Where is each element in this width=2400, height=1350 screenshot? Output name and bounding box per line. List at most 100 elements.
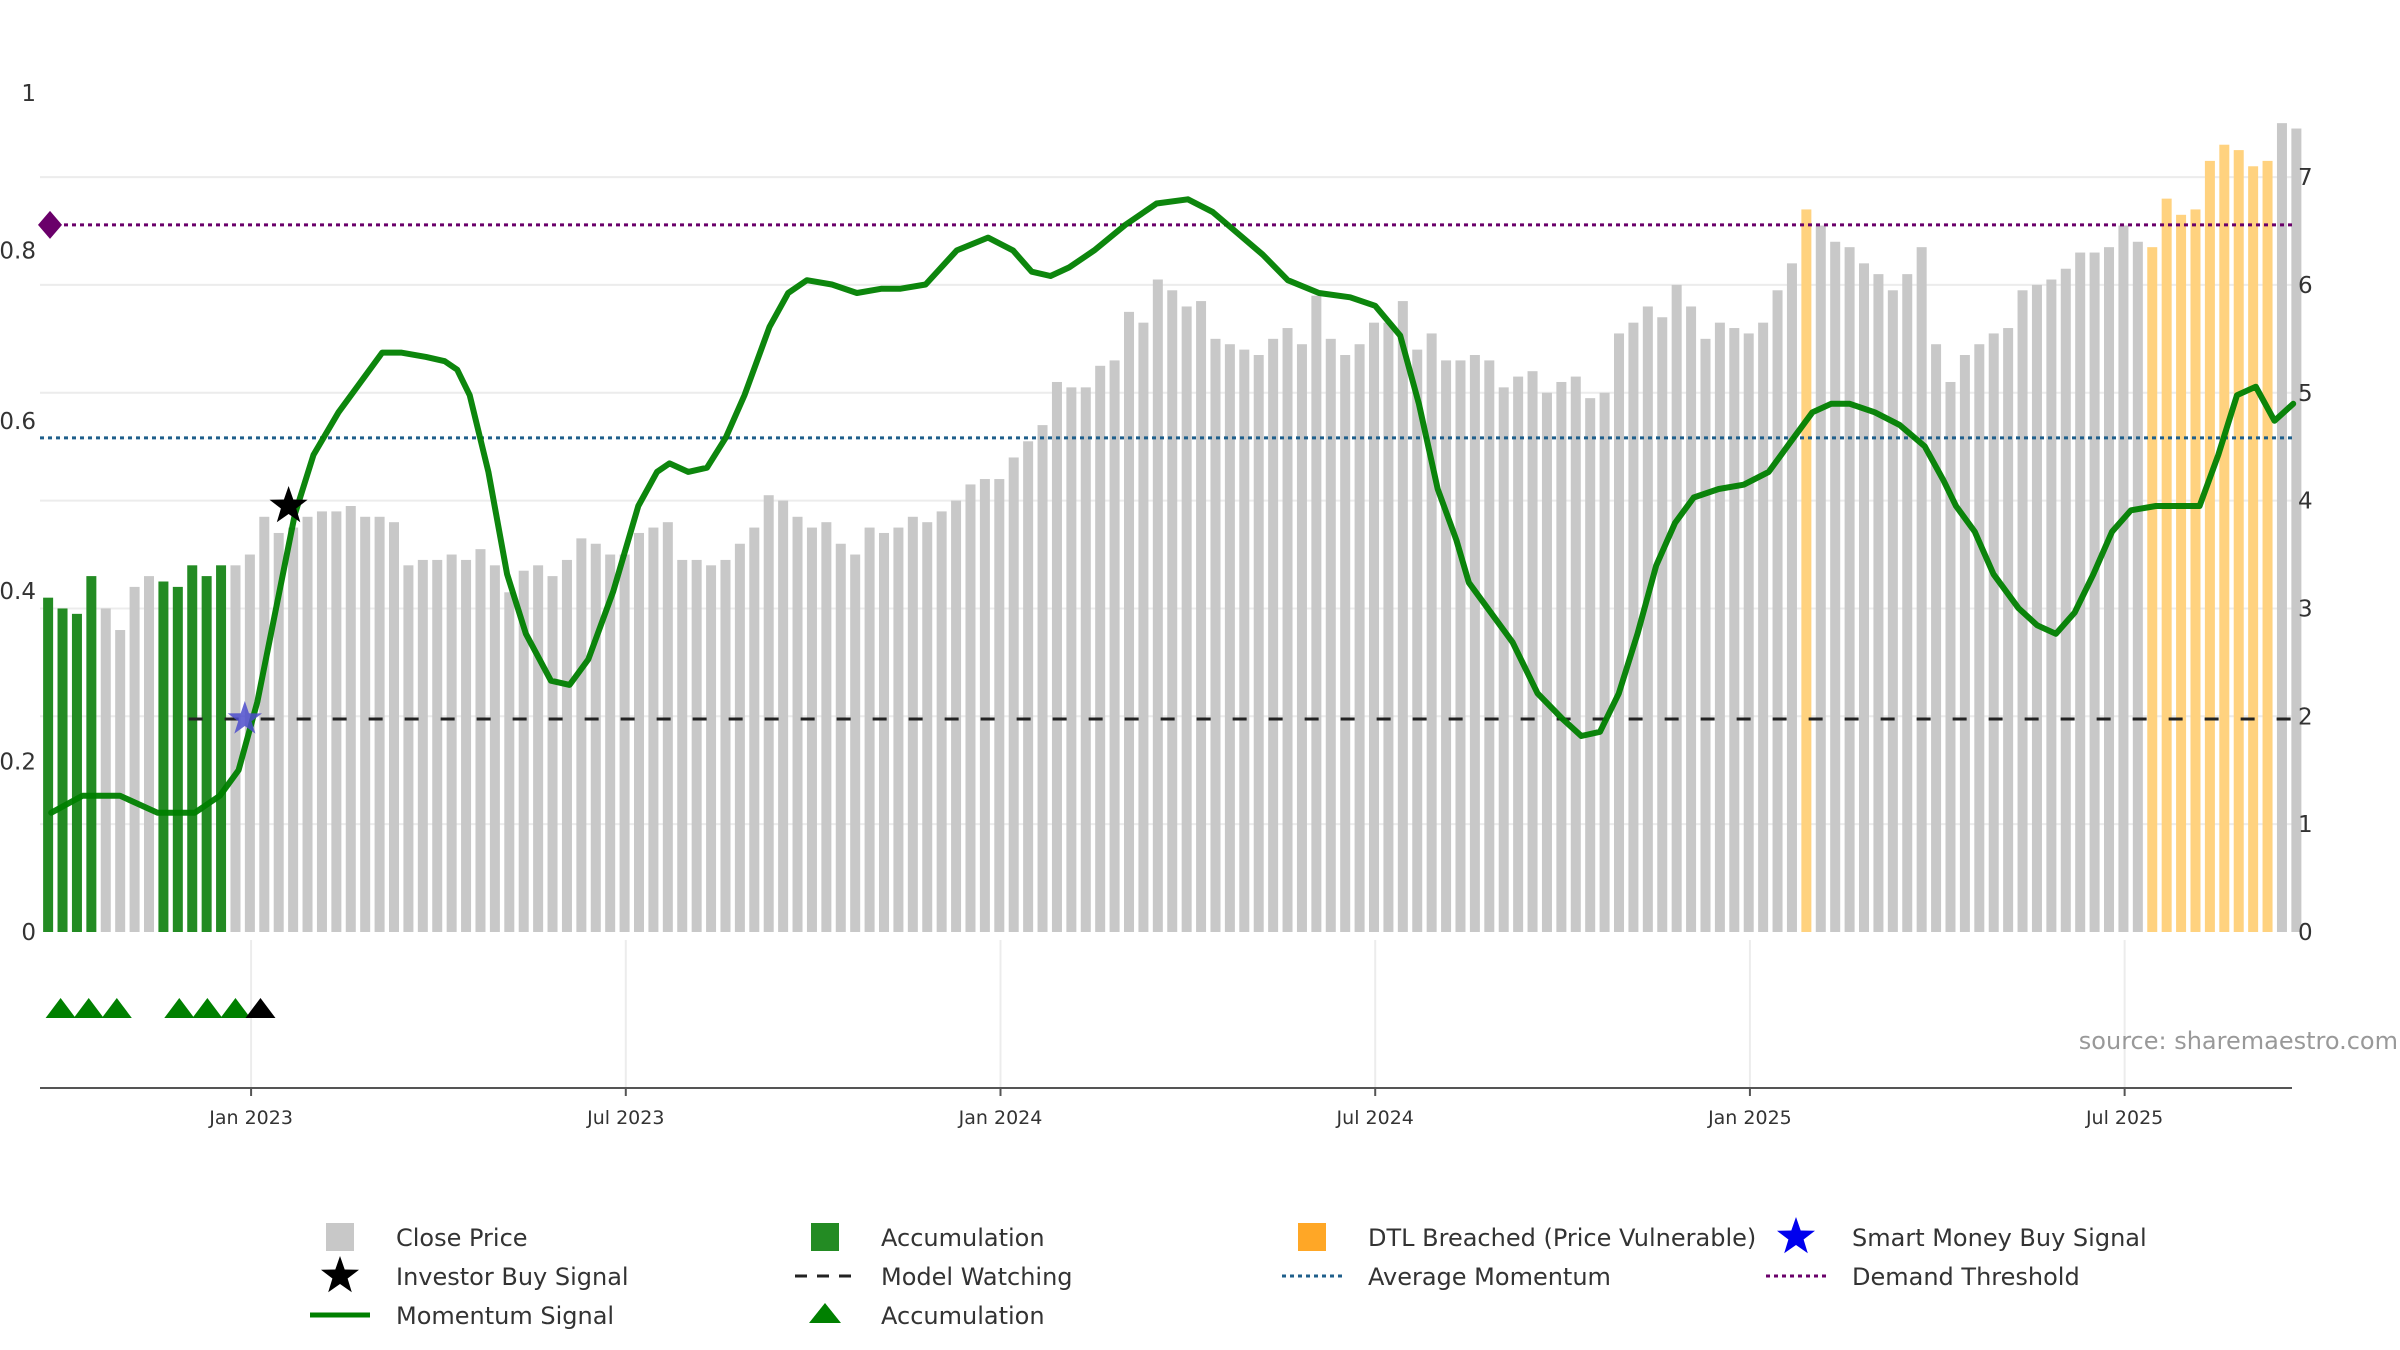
close-price-bar (2089, 252, 2100, 933)
close-price-bar (1642, 306, 1653, 932)
close-price-bar (864, 527, 875, 932)
close-price-bar (2060, 268, 2071, 932)
close-price-bar (100, 608, 111, 932)
close-price-bar (1844, 247, 1855, 932)
close-price-bar (561, 559, 572, 932)
legend-label: Investor Buy Signal (396, 1263, 629, 1291)
dtl-breached-bar (1801, 209, 1812, 932)
close-price-bar (1239, 349, 1250, 932)
close-price-bar (1902, 274, 1913, 932)
close-price-bar (259, 516, 270, 932)
legend-label: Accumulation (881, 1224, 1045, 1252)
close-price-bar (1945, 381, 1956, 932)
close-price-bar (792, 516, 803, 932)
close-price-bar (778, 500, 789, 932)
accumulation-triangle-marker (245, 998, 276, 1018)
close-price-bar (2276, 123, 2287, 933)
close-price-bar (1772, 290, 1783, 932)
close-price-bar (1196, 301, 1207, 932)
legend-item: Accumulation (809, 1302, 1045, 1330)
demand-threshold-marker (38, 210, 62, 239)
close-price-bar (1628, 322, 1639, 933)
close-price-bar (634, 532, 645, 932)
x-axis-tick-label: Jul 2024 (1336, 1107, 1414, 1129)
close-price-bar (1887, 290, 1898, 932)
x-axis-tick-label: Jan 2025 (1707, 1107, 1792, 1129)
close-price-bar (850, 554, 861, 932)
close-price-bar (979, 479, 990, 932)
close-price-bar (1412, 349, 1423, 932)
accumulation-bar (71, 613, 82, 932)
accumulation-triangle-marker (45, 998, 76, 1018)
dtl-breached-bar (2233, 150, 2244, 933)
x-axis-tick-label: Jan 2023 (208, 1107, 293, 1129)
close-price-bar (821, 522, 832, 932)
close-price-bar (403, 565, 414, 932)
close-price-bar (2046, 279, 2057, 932)
close-price-bar (1916, 247, 1927, 932)
close-price-bar (475, 549, 486, 932)
x-axis-tick-label: Jul 2025 (2085, 1107, 2163, 1129)
close-price-bar (1815, 225, 1826, 932)
close-price-bar (331, 511, 342, 932)
legend-star-icon (1777, 1217, 1815, 1254)
close-price-bar (1008, 457, 1019, 932)
accumulation-bar (187, 565, 198, 932)
close-price-bar (720, 559, 731, 932)
momentum-signal-line (48, 196, 2297, 816)
close-price-bar (1354, 344, 1365, 932)
momentum-series (48, 196, 2297, 816)
close-price-bar (288, 527, 299, 932)
accumulation-bar (172, 586, 183, 932)
accumulation-bar (57, 608, 68, 932)
legend-item: Smart Money Buy Signal (1777, 1217, 2147, 1254)
source-label: source: sharemaestro.com (2079, 1027, 2398, 1055)
close-price-bar (1931, 344, 1942, 932)
close-price-bar (1311, 295, 1322, 933)
legend: Close Price Accumulation DTL Breached (Pri… (310, 1217, 2147, 1330)
legend-triangle-icon (809, 1303, 841, 1323)
right-axis-tick-label: 2 (2298, 704, 2313, 730)
close-price-bar (706, 565, 717, 932)
accumulation-triangle-marker (192, 998, 223, 1018)
close-price-bar (1988, 333, 1999, 933)
close-price-bar (1325, 338, 1336, 932)
close-price-bar (1786, 263, 1797, 932)
axes: 0 0.2 0.4 0.6 0.8 1 0 1 2 3 4 5 6 7 Jan 2023 Jul 2023 Ja… (0, 81, 2313, 1129)
close-price-bar (1729, 328, 1740, 932)
close-price-bar (619, 554, 630, 932)
accumulation-bar (201, 576, 212, 932)
signal-markers (45, 486, 308, 1018)
close-price-bar (489, 565, 500, 932)
close-price-bar (893, 527, 904, 932)
close-price-bar (1441, 360, 1452, 933)
close-price-bar (144, 576, 155, 932)
dtl-breached-bar (2176, 214, 2187, 932)
accumulation-triangle-marker (164, 998, 195, 1018)
left-axis-tick-label: 0.8 (0, 238, 36, 264)
legend-square-icon (326, 1223, 354, 1251)
legend-label: Close Price (396, 1224, 528, 1252)
accumulation-bar (86, 576, 97, 932)
close-price-bar (2118, 225, 2129, 932)
close-price-bar (2132, 241, 2143, 932)
close-price-bar (1426, 333, 1437, 933)
close-price-bar (965, 484, 976, 932)
close-price-bar (504, 592, 515, 932)
close-price-bar (1253, 355, 1264, 932)
close-price-bar (1859, 263, 1870, 932)
close-price-bar (2104, 247, 2115, 932)
close-price-bar (1959, 355, 1970, 932)
dtl-breached-bar (2147, 247, 2158, 932)
close-price-bar (1714, 322, 1725, 933)
close-price-bar (389, 522, 400, 932)
close-price-bar (1671, 284, 1682, 933)
dtl-breached-bar (2161, 198, 2172, 932)
dtl-breached-bar (2204, 160, 2215, 932)
legend-item: DTL Breached (Price Vulnerable) (1298, 1223, 1756, 1252)
close-price-bar (1167, 290, 1178, 932)
close-price-bar (533, 565, 544, 932)
legend-label: Demand Threshold (1852, 1263, 2080, 1291)
close-price-bar (1023, 441, 1034, 932)
close-price-bar (1340, 355, 1351, 932)
